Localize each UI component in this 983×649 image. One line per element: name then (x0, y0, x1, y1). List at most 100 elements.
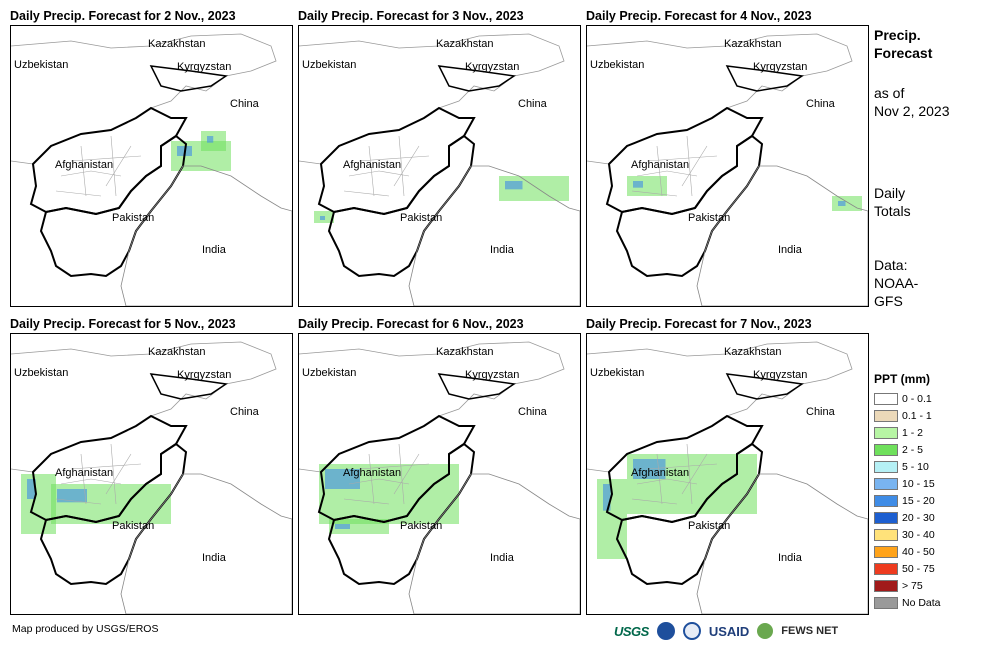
legend-label: No Data (902, 596, 941, 609)
label-india: India (778, 244, 802, 256)
label-uzbekistan: Uzbekistan (590, 367, 645, 379)
legend-item: No Data (874, 594, 941, 611)
label-pakistan: Pakistan (688, 212, 731, 224)
usaid-logo: USAID (708, 623, 750, 639)
legend-item: 30 - 40 (874, 526, 941, 543)
legend-swatch (874, 494, 898, 507)
legend-item: 0.1 - 1 (874, 407, 941, 424)
logo-strip: USGS USAID FEWS NET (614, 618, 864, 644)
label-uzbekistan: Uzbekistan (302, 59, 357, 71)
side-daily: Daily Totals (874, 184, 911, 220)
side-daily-line2: Totals (874, 203, 911, 219)
label-kazakhstan: Kazakhstan (436, 346, 494, 358)
precip-map: Kazakhstan Uzbekistan Kyrgyzstan China Afgha… (10, 333, 293, 615)
label-pakistan: Pakistan (688, 520, 731, 532)
side-title-line2: Forecast (874, 45, 933, 61)
legend-label: 30 - 40 (902, 528, 935, 541)
legend-label: 1 - 2 (902, 426, 924, 439)
label-india: India (202, 552, 226, 564)
legend-swatch (874, 511, 898, 524)
legend-label: 5 - 10 (902, 460, 929, 473)
legend-swatch (874, 528, 898, 541)
label-afghanistan: Afghanistan (631, 159, 690, 171)
map-svg (11, 33, 292, 306)
legend-swatch (874, 409, 898, 422)
label-kazakhstan: Kazakhstan (724, 346, 782, 358)
label-pakistan: Pakistan (112, 520, 155, 532)
label-china: China (518, 406, 547, 418)
label-china: China (806, 406, 835, 418)
legend-item: 50 - 75 (874, 560, 941, 577)
label-china: China (230, 406, 259, 418)
legend-swatch (874, 460, 898, 473)
legend-swatch (874, 562, 898, 575)
panel-title: Daily Precip. Forecast for 6 Nov., 2023 (298, 317, 524, 331)
side-daily-line1: Daily (874, 185, 906, 201)
legend-item: 40 - 50 (874, 543, 941, 560)
label-pakistan: Pakistan (400, 520, 443, 532)
map-svg (587, 341, 868, 614)
noaa-logo-icon (656, 622, 675, 640)
label-kyrgyzstan: Kyrgyzstan (465, 369, 520, 381)
legend-label: > 75 (902, 579, 923, 592)
map-panel-3: Daily Precip. Forecast for 4 Nov., 2023 … (586, 8, 869, 308)
legend-swatch (874, 545, 898, 558)
label-india: India (202, 244, 226, 256)
precip-map: Kazakhstan Uzbekistan Kyrgyzstan China Afgha… (586, 333, 869, 615)
legend-item: 0 - 0.1 (874, 390, 941, 407)
nws-logo-icon (682, 622, 701, 640)
label-china: China (806, 98, 835, 110)
label-kazakhstan: Kazakhstan (148, 38, 206, 50)
legend-item: 1 - 2 (874, 424, 941, 441)
label-kyrgyzstan: Kyrgyzstan (177, 369, 232, 381)
precip-map: Kazakhstan Uzbekistan Kyrgyzstan China Afgha… (298, 25, 581, 307)
label-uzbekistan: Uzbekistan (14, 367, 69, 379)
label-afghanistan: Afghanistan (55, 159, 114, 171)
label-kazakhstan: Kazakhstan (148, 346, 206, 358)
precip-map: Kazakhstan Uzbekistan Kyrgyzstan China Afgha… (10, 25, 293, 307)
label-afghanistan: Afghanistan (343, 159, 402, 171)
label-kyrgyzstan: Kyrgyzstan (177, 61, 232, 73)
map-svg (587, 33, 868, 306)
side-data-line1: Data: (874, 257, 908, 273)
map-panel-4: Daily Precip. Forecast for 5 Nov., 2023 … (10, 316, 293, 616)
map-panel-1: Daily Precip. Forecast for 2 Nov., 2023 … (10, 8, 293, 308)
legend-label: 40 - 50 (902, 545, 935, 558)
side-asof: as of Nov 2, 2023 (874, 84, 950, 120)
legend: 0 - 0.1 0.1 - 1 1 - 2 2 - 5 5 - 10 10 - 15 15 … (874, 390, 941, 611)
side-asof-line1: as of (874, 85, 905, 101)
legend-swatch (874, 392, 898, 405)
precip-map: Kazakhstan Uzbekistan Kyrgyzstan China Afgha… (586, 25, 869, 307)
label-kyrgyzstan: Kyrgyzstan (753, 369, 808, 381)
legend-swatch (874, 426, 898, 439)
label-pakistan: Pakistan (400, 212, 443, 224)
legend-item: > 75 (874, 577, 941, 594)
legend-item: 5 - 10 (874, 458, 941, 475)
side-data-source: Data: NOAA- GFS (874, 256, 918, 310)
fews-net-logo: FEWS NET (781, 625, 839, 637)
legend-label: 10 - 15 (902, 477, 935, 490)
legend-label: 2 - 5 (902, 443, 924, 456)
legend-item: 15 - 20 (874, 492, 941, 509)
label-india: India (490, 552, 514, 564)
map-panel-2: Daily Precip. Forecast for 3 Nov., 2023 … (298, 8, 581, 308)
map-svg (299, 33, 580, 306)
map-svg (299, 341, 580, 614)
legend-item: 20 - 30 (874, 509, 941, 526)
map-panel-6: Daily Precip. Forecast for 7 Nov., 2023 … (586, 316, 869, 616)
map-svg (11, 341, 292, 614)
credit-text: Map produced by USGS/EROS (12, 623, 159, 635)
panel-title: Daily Precip. Forecast for 2 Nov., 2023 (10, 9, 236, 23)
legend-label: 0 - 0.1 (902, 392, 932, 405)
label-afghanistan: Afghanistan (343, 467, 402, 479)
label-uzbekistan: Uzbekistan (14, 59, 69, 71)
label-kyrgyzstan: Kyrgyzstan (753, 61, 808, 73)
side-data-line2: NOAA- (874, 275, 919, 291)
legend-label: 15 - 20 (902, 494, 935, 507)
label-india: India (778, 552, 802, 564)
panel-title: Daily Precip. Forecast for 7 Nov., 2023 (586, 317, 812, 331)
legend-item: 2 - 5 (874, 441, 941, 458)
legend-label: 0.1 - 1 (902, 409, 932, 422)
legend-label: 50 - 75 (902, 562, 935, 575)
legend-title: PPT (mm) (874, 372, 931, 386)
